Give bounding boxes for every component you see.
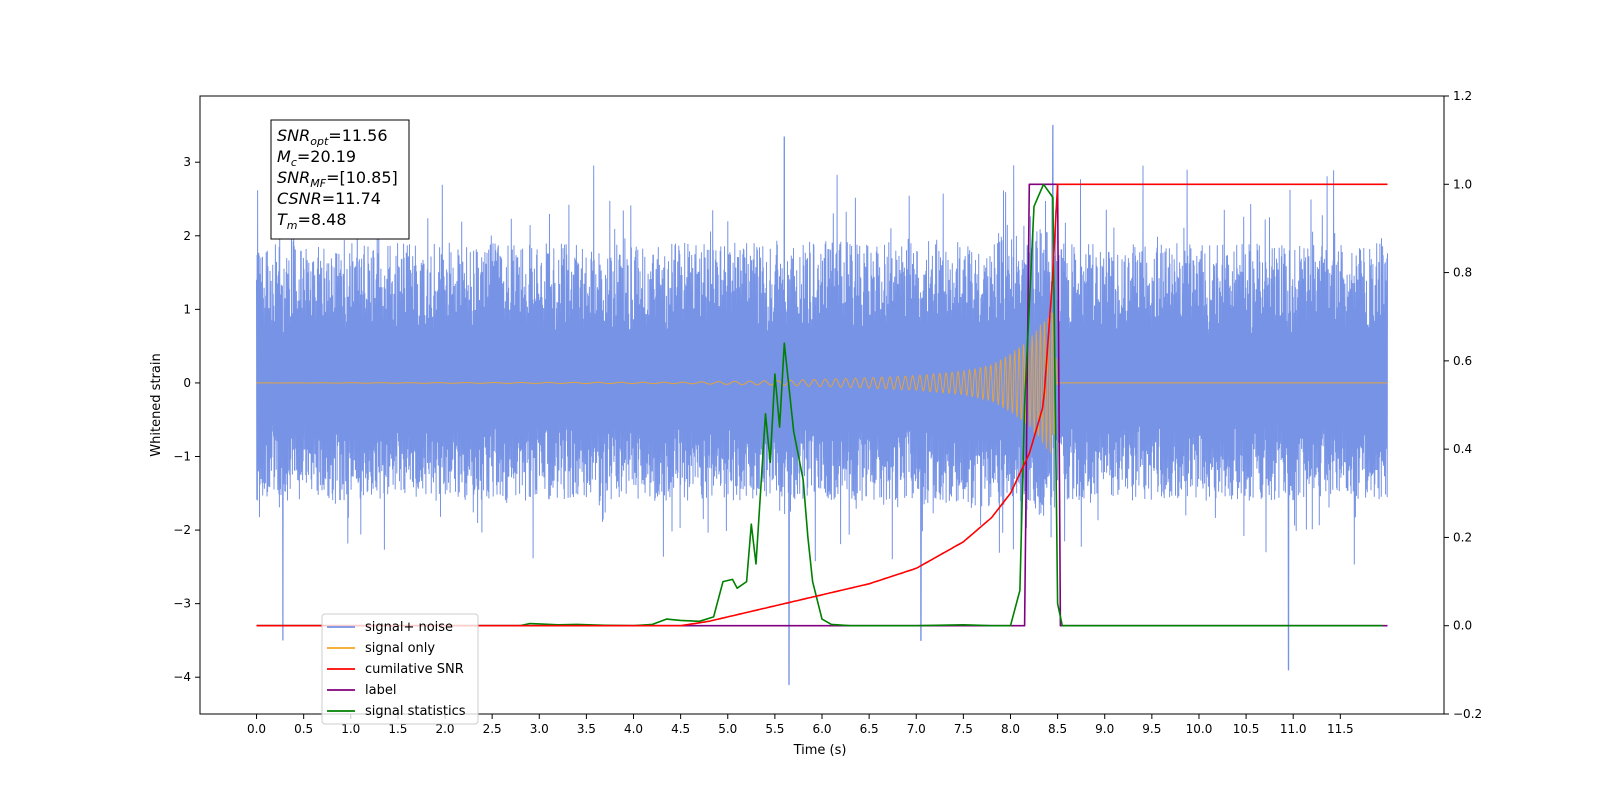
info-symbol: CSNR xyxy=(277,189,322,208)
legend-entry: label xyxy=(365,683,396,698)
x-tick-label: 0.0 xyxy=(247,722,266,736)
x-tick-label: 2.5 xyxy=(483,722,502,736)
info-subscript: opt xyxy=(310,135,329,148)
x-tick-label: 1.5 xyxy=(388,722,407,736)
info-value: =[10.85] xyxy=(326,168,398,187)
x-tick-label: 7.5 xyxy=(954,722,973,736)
series-signal-noise xyxy=(256,124,1388,686)
legend: signal+ noise signal only cumilative SNR la… xyxy=(321,613,479,725)
info-symbol: M xyxy=(277,147,291,166)
info-value: =20.19 xyxy=(297,147,356,166)
x-tick-label: 7.0 xyxy=(907,722,926,736)
y-tick-label: −3 xyxy=(173,597,191,611)
info-line: CSNR=11.74 xyxy=(277,189,381,208)
info-value: =8.48 xyxy=(298,210,347,229)
y-tick-label: 2 xyxy=(183,229,191,243)
series-signal-only xyxy=(256,312,1388,454)
y2-tick-label: 1.2 xyxy=(1453,89,1472,103)
x-axis-label: Time (s) xyxy=(793,743,847,758)
info-symbol: T xyxy=(277,210,288,229)
y2-tick-label: 0.2 xyxy=(1453,530,1472,544)
x-tick-label: 9.5 xyxy=(1142,722,1161,736)
x-tick-label: 6.5 xyxy=(860,722,879,736)
x-tick-label: 9.0 xyxy=(1095,722,1114,736)
y2-tick-label: 1.0 xyxy=(1453,177,1472,191)
x-tick-label: 3.5 xyxy=(577,722,596,736)
y-tick-label: −1 xyxy=(173,450,191,464)
x-tick-label: 5.0 xyxy=(718,722,737,736)
y-tick-label: −2 xyxy=(173,523,191,537)
legend-frame xyxy=(321,613,479,725)
x-tick-label: 5.5 xyxy=(765,722,784,736)
x-tick-label: 4.5 xyxy=(671,722,690,736)
x-tick-label: 4.0 xyxy=(624,722,643,736)
info-symbol: SNR xyxy=(277,168,310,187)
legend-entry: signal statistics xyxy=(365,704,466,719)
info-value: =11.56 xyxy=(328,126,387,145)
info-line: SNRopt=11.56 xyxy=(277,126,388,148)
y-tick-label: 0 xyxy=(183,376,191,390)
y2-tick-label: 0.0 xyxy=(1453,619,1472,633)
axes-layer: 0.0 0.5 1.0 1.5 2.0 2.5 3.0 3.5 4.0 4.5 5.0 5.5 6.0 6… xyxy=(173,89,1482,736)
info-subscript: c xyxy=(291,156,297,169)
x-tick-label: 1.0 xyxy=(341,722,360,736)
x-tick-label: 11.5 xyxy=(1327,722,1354,736)
x-tick-label: 8.5 xyxy=(1048,722,1067,736)
y2-tick-label: 0.4 xyxy=(1453,442,1472,456)
x-tick-label: 10.0 xyxy=(1186,722,1213,736)
info-symbol: SNR xyxy=(277,126,310,145)
x-tick-label: 8.0 xyxy=(1001,722,1020,736)
info-line: Mc=20.19 xyxy=(277,147,356,169)
info-subscript: m xyxy=(287,219,298,232)
info-value: =11.74 xyxy=(322,189,381,208)
y-tick-label: −4 xyxy=(173,670,191,684)
y2-tick-label: −0.2 xyxy=(1453,707,1482,721)
x-tick-label: 6.0 xyxy=(812,722,831,736)
y-tick-label: 3 xyxy=(183,155,191,169)
info-box-frame xyxy=(270,119,410,240)
info-box: SNRopt=11.56Mc=20.19SNRMF=[10.85]CSNR=11… xyxy=(270,119,410,240)
legend-entry: signal only xyxy=(365,641,435,656)
y-axis-label: Whitened strain xyxy=(149,353,164,456)
info-line: Tm=8.48 xyxy=(277,210,347,232)
y-tick-label: 1 xyxy=(183,302,191,316)
x-tick-label: 11.0 xyxy=(1280,722,1307,736)
x-tick-label: 0.5 xyxy=(294,722,313,736)
x-tick-label: 2.0 xyxy=(435,722,454,736)
y2-tick-label: 0.6 xyxy=(1453,354,1472,368)
info-subscript: MF xyxy=(310,177,326,190)
legend-entry: cumilative SNR xyxy=(365,662,464,677)
y2-tick-label: 0.8 xyxy=(1453,266,1472,280)
x-tick-label: 10.5 xyxy=(1233,722,1260,736)
x-tick-label: 3.0 xyxy=(530,722,549,736)
info-line: SNRMF=[10.85] xyxy=(277,168,398,190)
legend-entry: signal+ noise xyxy=(365,620,453,635)
